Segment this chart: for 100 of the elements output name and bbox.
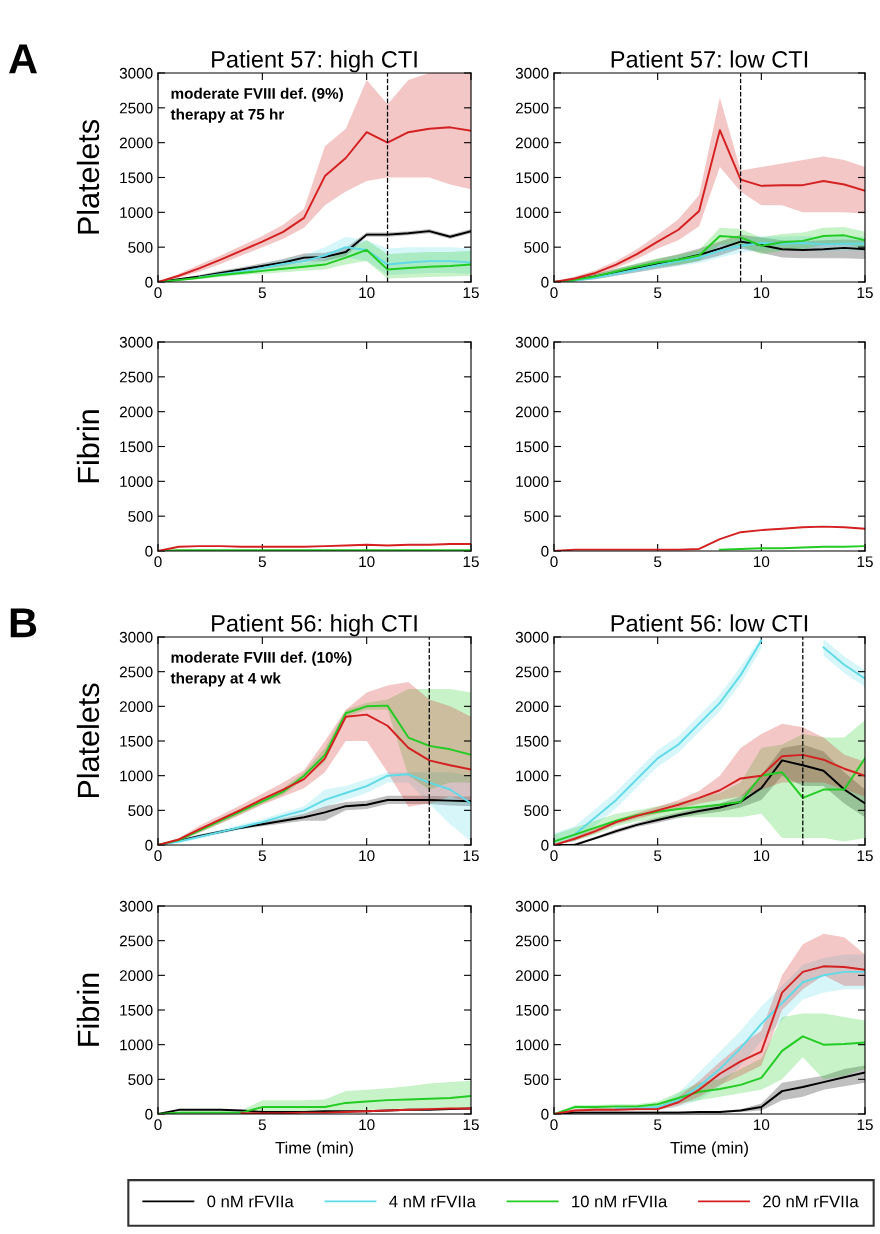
legend-label: 10 nM rFVIIa (572, 1195, 668, 1208)
x-tick-label: 5 (258, 850, 266, 862)
x-tick-label: 10 (359, 1119, 375, 1131)
x-tick-label: 0 (550, 1119, 558, 1131)
chart-title: Patient 57: high CTI (212, 50, 417, 73)
y-tick-label: 2000 (119, 970, 153, 982)
x-tick-label: 15 (857, 556, 873, 568)
x-tick-label: 5 (654, 556, 662, 568)
x-tick-label: 15 (857, 1119, 873, 1131)
y-tick-label: 0 (145, 839, 153, 851)
x-tick-label: 0 (154, 556, 162, 568)
x-tick-label: 10 (754, 850, 770, 862)
y-tick-label: 3000 (515, 336, 549, 348)
y-tick-label: 3000 (119, 631, 153, 643)
legend-label: 0 nM rFVIIa (207, 1195, 294, 1208)
y-tick-label: 2000 (119, 137, 153, 149)
y-tick-label: 0 (541, 839, 549, 851)
line-series (198, 246, 471, 279)
y-tick-label: 2500 (515, 102, 549, 114)
chart-title: Patient 57: low CTI (611, 50, 808, 68)
x-tick-label: 15 (857, 287, 873, 299)
y-tick-label: 1000 (516, 207, 549, 219)
y-tick-label: 1000 (516, 476, 549, 488)
y-axis-title: Fibrin (76, 973, 100, 1046)
text: B (10, 608, 37, 638)
annotation: moderate FVIII def. (10%) (171, 651, 352, 666)
x-tick-label: 0 (154, 287, 162, 299)
x-tick-label: 5 (654, 1119, 662, 1131)
y-tick-label: 1500 (120, 172, 153, 184)
y-tick-label: 2500 (119, 935, 153, 947)
x-tick-label: 15 (857, 850, 873, 862)
x-axis-title: Time (min) (275, 1141, 353, 1157)
y-tick-label: 2500 (515, 371, 549, 383)
y-tick-label: 2000 (515, 137, 549, 149)
y-tick-label: 0 (541, 276, 549, 288)
x-tick-label: 10 (754, 1119, 770, 1131)
y-tick-label: 3000 (119, 336, 153, 348)
y-tick-label: 1500 (516, 735, 549, 747)
y-tick-label: 500 (524, 511, 549, 522)
y-tick-label: 2500 (119, 371, 153, 383)
y-tick-label: 1000 (120, 770, 153, 782)
y-tick-label: 1500 (516, 1004, 549, 1016)
y-tick-label: 1500 (516, 172, 549, 184)
y-axis-title: Platelets (76, 120, 100, 234)
y-tick-label: 3000 (515, 631, 549, 643)
y-tick-label: 500 (128, 1074, 153, 1086)
y-tick-label: 2500 (119, 102, 153, 114)
y-axis-title: Fibrin (76, 410, 100, 483)
x-tick-label: 0 (154, 850, 162, 862)
y-tick-label: 2500 (119, 666, 153, 678)
x-tick-label: 15 (463, 556, 479, 568)
text: A (9, 44, 37, 74)
x-tick-label: 15 (463, 850, 479, 862)
y-tick-label: 500 (524, 1074, 549, 1086)
y-tick-label: 3000 (119, 67, 153, 79)
annotation: therapy at 4 wk (170, 672, 281, 687)
y-tick-label: 1500 (120, 735, 153, 747)
y-tick-label: 2500 (515, 666, 549, 678)
x-tick-label: 5 (654, 287, 662, 299)
x-tick-label: 15 (463, 287, 479, 299)
y-tick-label: 2000 (119, 406, 153, 418)
y-tick-label: 3000 (515, 67, 549, 79)
y-tick-label: 1500 (120, 441, 153, 453)
y-tick-label: 500 (128, 511, 153, 522)
y-tick-label: 3000 (515, 900, 549, 912)
legend-label: 20 nM rFVIIa (763, 1195, 859, 1208)
x-tick-label: 15 (463, 1119, 479, 1131)
y-tick-label: 2000 (515, 970, 549, 982)
y-tick-label: 1000 (120, 476, 153, 488)
x-tick-label: 5 (654, 850, 662, 862)
x-tick-label: 10 (754, 556, 770, 568)
x-axis-title: Time (min) (670, 1141, 748, 1157)
y-tick-label: 500 (128, 242, 153, 253)
x-tick-label: 0 (550, 556, 558, 568)
y-tick-label: 1500 (516, 441, 549, 453)
x-tick-label: 10 (754, 287, 770, 299)
y-tick-label: 500 (524, 805, 549, 817)
y-tick-label: 0 (541, 1108, 549, 1120)
y-tick-label: 1000 (120, 1039, 153, 1051)
y-tick-label: 2000 (119, 701, 153, 713)
y-tick-label: 3000 (119, 900, 153, 912)
y-tick-label: 0 (145, 276, 153, 288)
y-axis-title: Platelets (76, 683, 100, 798)
y-tick-label: 0 (145, 1108, 153, 1120)
x-tick-label: 5 (258, 556, 266, 568)
chart-title: Patient 56: high CTI (212, 614, 417, 637)
x-tick-label: 10 (359, 556, 375, 568)
line-series (615, 970, 865, 1110)
y-tick-label: 0 (145, 545, 153, 557)
y-tick-label: 0 (541, 545, 549, 557)
y-tick-label: 1000 (516, 1039, 549, 1051)
y-tick-label: 2500 (515, 935, 549, 947)
x-tick-label: 10 (359, 287, 375, 299)
x-tick-label: 5 (258, 1119, 266, 1131)
y-tick-label: 2000 (515, 701, 549, 713)
y-tick-label: 1000 (120, 207, 153, 219)
y-tick-label: 2000 (515, 406, 549, 418)
x-tick-label: 5 (258, 287, 266, 299)
y-tick-label: 1000 (516, 770, 549, 782)
annotation: therapy at 75 hr (170, 108, 285, 123)
